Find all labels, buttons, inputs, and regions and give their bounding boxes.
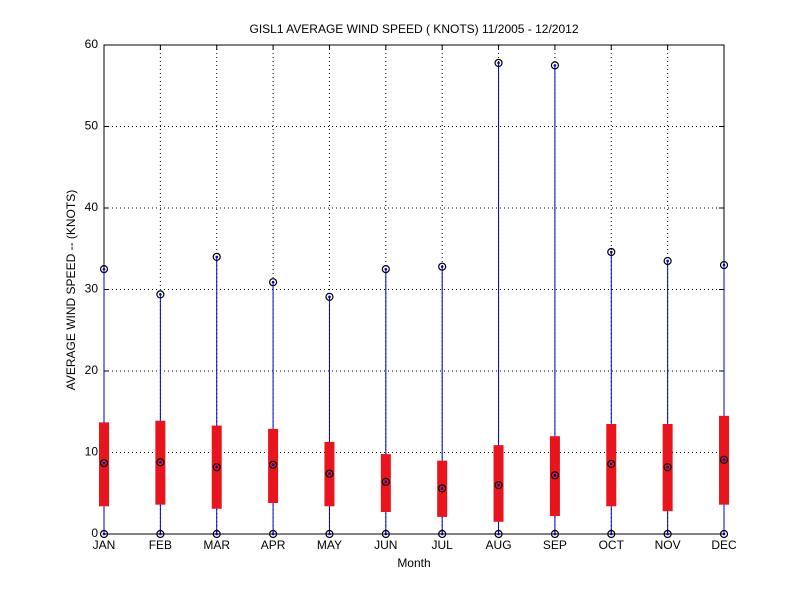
point-dot	[666, 259, 669, 263]
x-tick-label: FEB	[149, 538, 172, 552]
y-tick-label: 10	[85, 445, 99, 459]
point-dot	[609, 250, 613, 254]
point-marker	[381, 529, 390, 539]
point-marker	[438, 484, 447, 493]
point-marker	[719, 529, 729, 539]
point-marker	[494, 529, 503, 539]
point-marker	[268, 529, 278, 539]
x-tick-label: AUG	[486, 538, 512, 552]
point-marker	[607, 459, 616, 469]
point-marker	[719, 260, 729, 270]
point-dot	[497, 483, 500, 487]
point-dot	[102, 532, 106, 536]
point-marker	[268, 278, 278, 287]
point-marker	[212, 463, 221, 472]
point-dot	[553, 532, 557, 536]
y-tick-label: 40	[85, 200, 99, 214]
point-marker	[99, 529, 109, 539]
point-marker	[550, 61, 560, 70]
point-dot	[102, 267, 106, 271]
point-marker	[550, 471, 560, 480]
point-marker	[99, 265, 109, 274]
point-marker	[663, 256, 672, 266]
point-dot	[722, 263, 726, 267]
y-axis-label: AVERAGE WIND SPEED -- (KNOTS)	[64, 190, 78, 390]
chart-title: GISL1 AVERAGE WIND SPEED ( KNOTS) 11/200…	[249, 22, 578, 36]
y-tick-label: 50	[85, 119, 99, 133]
point-marker	[550, 529, 560, 539]
x-tick-label: JUL	[432, 538, 454, 552]
point-marker	[212, 529, 221, 539]
x-tick-label: MAY	[317, 538, 342, 552]
point-marker	[381, 477, 390, 486]
point-dot	[666, 465, 669, 469]
point-marker	[494, 481, 503, 490]
point-marker	[156, 529, 165, 539]
point-marker	[438, 262, 447, 271]
point-dot	[553, 474, 557, 477]
point-dot	[609, 532, 613, 536]
point-marker	[663, 463, 672, 472]
point-dot	[328, 295, 331, 299]
y-tick-label: 30	[85, 282, 99, 296]
point-dot	[440, 532, 444, 536]
point-dot	[328, 532, 331, 536]
point-marker	[381, 265, 390, 274]
point-dot	[271, 280, 275, 284]
point-dot	[215, 255, 219, 259]
point-dot	[553, 64, 557, 67]
x-axis-label: Month	[397, 556, 430, 570]
point-marker	[663, 529, 672, 539]
point-marker	[438, 529, 447, 539]
y-tick-label: 20	[85, 363, 99, 377]
x-tick-label: MAR	[203, 538, 230, 552]
point-marker	[268, 460, 278, 469]
point-dot	[440, 265, 444, 268]
point-marker	[325, 469, 334, 478]
point-dot	[159, 460, 162, 464]
point-dot	[159, 293, 162, 296]
point-dot	[722, 458, 726, 462]
x-tick-label: NOV	[655, 538, 681, 552]
point-marker	[607, 529, 616, 539]
y-tick-label: 60	[85, 37, 99, 51]
point-marker	[212, 252, 221, 261]
point-dot	[159, 532, 162, 536]
x-tick-label: APR	[261, 538, 286, 552]
point-dot	[384, 267, 388, 271]
y-tick-label: 0	[91, 526, 98, 540]
point-dot	[722, 532, 726, 536]
point-marker	[156, 458, 165, 467]
point-dot	[666, 532, 669, 536]
point-dot	[609, 462, 613, 466]
point-dot	[384, 532, 388, 536]
x-tick-label: JUN	[374, 538, 397, 552]
point-dot	[328, 472, 331, 475]
point-marker	[719, 455, 729, 464]
point-dot	[497, 61, 500, 65]
point-dot	[271, 532, 275, 536]
point-dot	[271, 463, 275, 467]
point-dot	[215, 465, 219, 469]
point-marker	[325, 292, 334, 301]
point-marker	[607, 247, 616, 257]
point-marker	[156, 290, 165, 299]
x-tick-label: JAN	[93, 538, 116, 552]
x-tick-label: DEC	[711, 538, 737, 552]
point-dot	[102, 461, 106, 465]
point-marker	[325, 529, 334, 539]
box	[493, 445, 504, 522]
point-marker	[494, 58, 503, 68]
point-marker	[99, 458, 109, 468]
x-tick-label: SEP	[543, 538, 567, 552]
point-dot	[440, 487, 444, 490]
point-dot	[215, 532, 219, 536]
x-tick-label: OCT	[599, 538, 625, 552]
point-dot	[497, 532, 500, 536]
point-dot	[384, 480, 388, 484]
